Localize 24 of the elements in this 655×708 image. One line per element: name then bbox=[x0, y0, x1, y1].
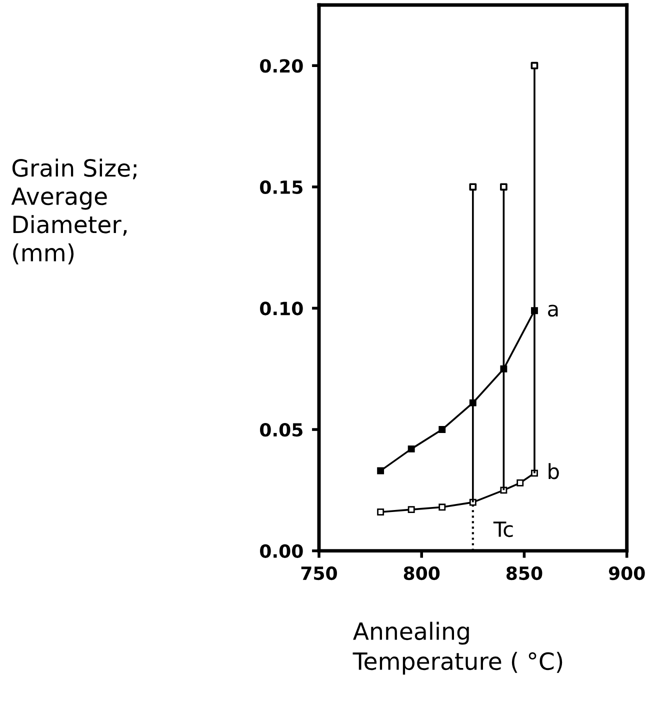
point bbox=[530, 62, 538, 70]
point bbox=[469, 183, 477, 191]
y-tick-label: 0.20 bbox=[260, 59, 303, 73]
y-tick-label: 0.00 bbox=[260, 544, 303, 558]
x-tick-label: 750 bbox=[301, 566, 337, 580]
ref-line-label: Tc bbox=[493, 522, 513, 538]
point bbox=[438, 426, 446, 433]
x-tick-label: 800 bbox=[404, 566, 440, 580]
point bbox=[377, 467, 384, 474]
x-tick-label: 850 bbox=[506, 566, 542, 580]
series-label: a bbox=[548, 304, 558, 317]
point bbox=[377, 508, 384, 516]
point bbox=[500, 183, 508, 191]
y-tick-label: 0.05 bbox=[260, 422, 302, 437]
point bbox=[408, 506, 415, 514]
x-tick-label: 900 bbox=[608, 566, 645, 580]
point bbox=[516, 479, 524, 486]
y-tick-label: 0.10 bbox=[260, 302, 303, 316]
series-label: b bbox=[548, 463, 559, 480]
point bbox=[438, 504, 446, 511]
y-tick-label: 0.15 bbox=[260, 180, 302, 194]
x-axis-title: Annealing Temperature ( °C) bbox=[352, 622, 562, 675]
text: Grain Size; Average Diameter, (mm) bbox=[11, 158, 136, 264]
point bbox=[408, 445, 415, 452]
